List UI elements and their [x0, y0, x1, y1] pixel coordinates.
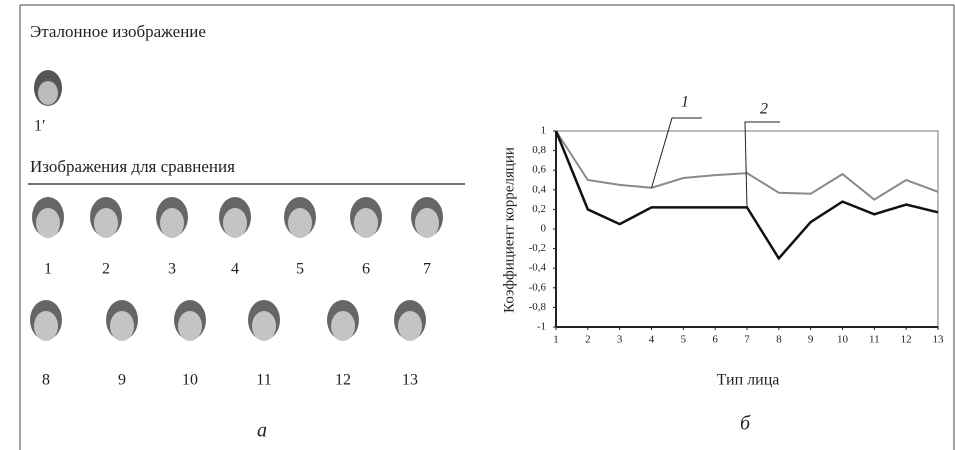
face-label: 12 [335, 372, 351, 389]
face [94, 208, 118, 238]
panel-label: а [257, 420, 267, 442]
face [288, 208, 312, 238]
series-annotation: 1 [681, 94, 689, 111]
series-annotation: 2 [760, 101, 768, 118]
series-line [555, 130, 939, 201]
y-tick-label: -0,4 [529, 262, 547, 274]
x-tick-label: 6 [712, 334, 718, 346]
face-label: 10 [182, 372, 198, 389]
plot-frame [555, 130, 939, 328]
x-tick-label: 2 [585, 334, 591, 346]
face-label: 11 [256, 372, 271, 389]
face-label: 4 [231, 261, 239, 278]
x-tick-label: 9 [808, 334, 814, 346]
x-tick-label: 3 [617, 334, 623, 346]
face [160, 208, 184, 238]
x-tick-label: 10 [837, 334, 849, 346]
face-label: 7 [423, 261, 431, 278]
face-label: 13 [402, 372, 418, 389]
x-tick-label: 13 [933, 334, 945, 346]
y-tick-label: 0 [541, 223, 547, 235]
face-label: 2 [102, 261, 110, 278]
y-tick-label: 0,8 [532, 144, 546, 156]
x-axis-label: Тип лица [717, 372, 780, 389]
frame [19, 4, 955, 450]
face-label: 8 [42, 372, 50, 389]
y-tick-label: -0,2 [529, 242, 546, 254]
x-tick-label: 4 [649, 334, 655, 346]
x-tick-label: 8 [776, 334, 782, 346]
face [415, 208, 439, 238]
face [110, 311, 134, 341]
panel-label: б [740, 413, 751, 435]
face-label: 9 [118, 372, 126, 389]
face-label: 3 [168, 261, 176, 278]
x-tick-label: 1 [553, 334, 559, 346]
y-tick-label: 1 [541, 125, 547, 137]
face [354, 208, 378, 238]
face [398, 311, 422, 341]
x-tick-label: 7 [744, 334, 750, 346]
leader-line [651, 117, 702, 188]
face [34, 311, 58, 341]
face-label: 1 [44, 261, 52, 278]
face [331, 311, 355, 341]
face [252, 311, 276, 341]
comparison-heading: Изображения для сравнения [30, 157, 235, 176]
y-axis-label: Коэффициент корреляции [501, 147, 517, 313]
y-tick-label: 0,2 [532, 203, 546, 215]
face [36, 208, 60, 238]
x-tick-label: 12 [901, 334, 912, 346]
y-tick-label: -0,6 [529, 281, 547, 293]
y-tick-label: 0,4 [532, 183, 546, 195]
reference-label: 1′ [34, 118, 46, 135]
face [223, 208, 247, 238]
y-tick-label: -1 [537, 321, 546, 333]
y-tick-label: -0,8 [529, 301, 547, 313]
reference-heading: Эталонное изображение [30, 22, 206, 41]
face-label: 5 [296, 261, 304, 278]
x-tick-label: 11 [869, 334, 880, 346]
reference-face-skin [38, 81, 58, 105]
leader-line [744, 121, 780, 208]
y-tick-label: 0,6 [532, 164, 546, 176]
face-label: 6 [362, 261, 370, 278]
x-tick-label: 5 [681, 334, 687, 346]
face [178, 311, 202, 341]
